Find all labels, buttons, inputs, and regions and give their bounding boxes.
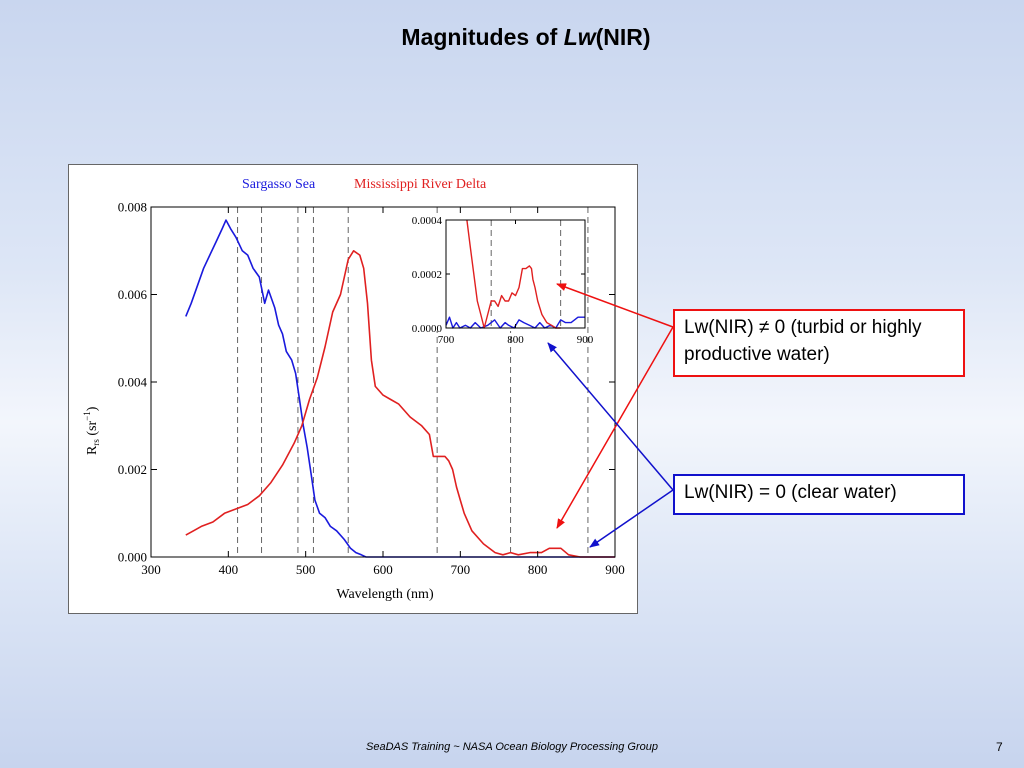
series-line-sargasso-sea	[445, 316, 585, 329]
arrow-blue-to-main	[589, 489, 674, 548]
x-tick-label: 400	[219, 562, 239, 577]
legend-sargasso: Sargasso Sea	[242, 177, 316, 192]
y-tick-label: 0.000	[118, 550, 147, 565]
inset-plot: 700 800 900 0.0000 0.0002 0.0004	[405, 213, 594, 346]
y-label-unit-sup: −1	[82, 411, 92, 421]
chart-svg: 300 400 500 600 700 800 900 0.000 0.002 0.004 0.00…	[82, 177, 625, 602]
y-tick-label: 0.006	[118, 287, 148, 302]
x-tick-label: 600	[373, 562, 393, 577]
x-tick-label: 900	[605, 562, 625, 577]
x-tick-label: 900	[577, 334, 594, 346]
series-line-mississippi-river-delta	[466, 219, 561, 329]
callout-turbid-water: Lw(NIR) ≠ 0 (turbid or highly productive…	[673, 309, 965, 377]
inset-background	[405, 213, 586, 331]
arrow-blue-to-inset	[547, 342, 674, 491]
y-label-unit-close: )	[85, 406, 100, 411]
title-prefix: Magnitudes of	[401, 24, 564, 50]
y-tick-label: 0.0000	[412, 323, 443, 335]
x-tick-label: 800	[507, 334, 524, 346]
arrow-red-to-main	[556, 326, 674, 529]
series-line-mississippi-river-delta	[185, 250, 615, 558]
arrow-red-to-inset	[556, 283, 674, 328]
x-tick-label: 700	[438, 334, 455, 346]
x-tick-label: 800	[528, 562, 548, 577]
callout-clear-water: Lw(NIR) = 0 (clear water)	[673, 474, 965, 515]
x-tick-label: 500	[296, 562, 316, 577]
y-axis-label: Rrs (sr−1)	[82, 406, 101, 455]
title-suffix: (NIR)	[595, 24, 651, 50]
y-tick-label: 0.0004	[412, 215, 443, 227]
y-tick-label: 0.0002	[412, 269, 442, 281]
y-label-sub: rs	[91, 439, 101, 446]
footer-credit: SeaDAS Training ~ NASA Ocean Biology Pro…	[366, 741, 658, 753]
title-italic: Lw	[563, 24, 596, 50]
x-axis-label: Wavelength (nm)	[336, 587, 434, 602]
main-plot: 300 400 500 600 700 800 900 0.000 0.002 0.004 0.00…	[118, 200, 625, 577]
x-tick-label: 700	[451, 562, 471, 577]
x-tick-label: 300	[141, 562, 161, 577]
y-tick-label: 0.004	[118, 375, 148, 390]
slide-number: 7	[996, 740, 1003, 754]
y-label-main: R	[85, 445, 100, 455]
y-label-unit-open: (sr	[85, 421, 100, 440]
y-tick-label: 0.002	[118, 462, 147, 477]
slide-title: Magnitudes of Lw(NIR)	[0, 24, 1024, 51]
y-tick-label: 0.008	[118, 200, 147, 215]
legend-mississippi: Mississippi River Delta	[354, 177, 487, 192]
